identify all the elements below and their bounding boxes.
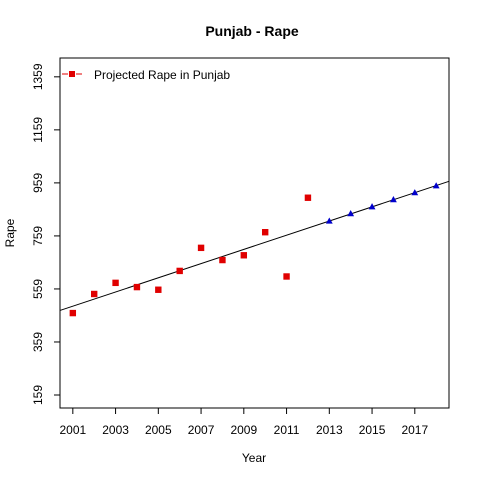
x-tick-label: 2013 [316,423,343,437]
legend-marker [69,71,75,77]
y-tick-label: 159 [31,385,45,405]
data-point-square [69,309,77,317]
x-axis: 2001 2003 2005 2007 2009 2011 2013 2015 2017 [59,408,428,437]
y-tick-label: 559 [31,279,45,299]
y-tick-label: 359 [31,332,45,352]
data-point-square [197,244,205,252]
data-point-square [304,194,312,201]
data-point-square [155,286,162,293]
data-point-square [133,283,141,291]
data-point-square [283,273,290,280]
y-tick-label: 759 [31,226,45,246]
x-tick-label: 2005 [145,423,172,437]
x-tick-label: 2011 [274,423,300,437]
plot-area [59,180,450,317]
legend: Projected Rape in Punjab [62,68,230,82]
y-tick-label: 959 [31,173,45,193]
x-tick-label: 2017 [401,423,428,437]
x-tick-label: 2003 [102,423,129,437]
y-axis-label: Rape [3,218,17,247]
data-point-triangle [347,210,355,217]
data-point-square [261,229,269,236]
data-point-triangle [325,217,333,224]
trend-line [59,180,450,311]
data-point-triangle [368,203,376,210]
data-point-square [176,267,183,275]
x-tick-label: 2015 [359,423,386,437]
data-point-square [240,252,248,259]
x-axis-label: Year [242,451,266,465]
data-point-square [219,256,226,264]
data-point-square [112,279,119,287]
data-point-square [90,290,98,298]
x-tick-label: 2007 [188,423,215,437]
x-tick-label: 2009 [230,423,257,437]
y-tick-label: 1359 [31,63,45,90]
plot-frame [59,57,450,409]
y-tick-label: 1159 [31,117,45,143]
legend-label: Projected Rape in Punjab [94,68,230,82]
data-point-triangle [390,195,397,203]
data-point-triangle [432,182,440,189]
data-point-triangle [411,189,419,196]
y-axis: 159 359 559 759 959 1159 1359 [31,63,60,405]
x-tick-label: 2001 [59,423,86,437]
chart-title: Punjab - Rape [205,23,299,39]
